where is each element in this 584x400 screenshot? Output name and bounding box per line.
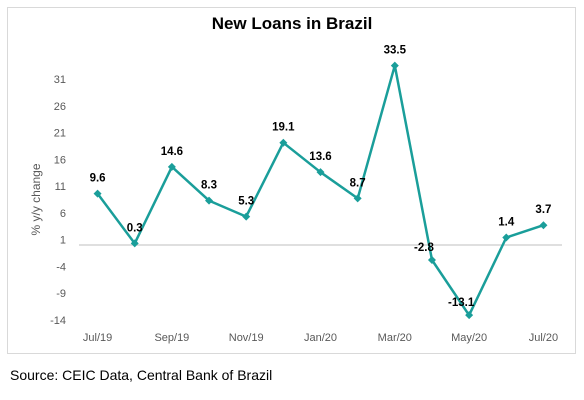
y-tick-label: 1 — [60, 235, 66, 247]
data-point — [502, 233, 511, 242]
series-line — [96, 64, 544, 317]
data-label: 9.6 — [90, 173, 106, 185]
data-label: -13.1 — [448, 297, 475, 309]
data-point — [242, 212, 251, 221]
y-tick-label: 16 — [54, 154, 66, 166]
data-label: 5.3 — [238, 196, 254, 208]
data-label: 14.6 — [161, 146, 183, 158]
x-tick-label: Sep/19 — [154, 332, 189, 344]
y-tick-label: -4 — [56, 261, 66, 273]
y-tick-label: 21 — [54, 128, 66, 140]
data-label: 8.3 — [201, 180, 217, 192]
data-label: 8.7 — [350, 177, 366, 189]
data-point — [130, 239, 139, 248]
x-tick-label: Jan/20 — [304, 332, 337, 344]
y-tick-label: 26 — [54, 101, 66, 113]
data-label: 0.3 — [127, 222, 143, 234]
data-point — [353, 194, 362, 203]
y-tick-label: 31 — [54, 74, 66, 86]
x-tick-label: Jul/19 — [83, 332, 112, 344]
y-tick-label: 11 — [55, 181, 66, 193]
data-point — [465, 311, 474, 320]
data-point — [279, 138, 288, 147]
x-tick-label: Nov/19 — [229, 332, 264, 344]
data-label: -2.8 — [414, 242, 434, 254]
data-label: 3.7 — [535, 204, 551, 216]
x-tick-label: Jul/20 — [529, 332, 558, 344]
y-tick-label: -14 — [50, 315, 66, 327]
y-tick-label: 6 — [60, 208, 66, 220]
chart-frame — [7, 7, 576, 354]
y-tick-label: -9 — [56, 288, 66, 300]
x-tick-label: Mar/20 — [378, 332, 412, 344]
x-tick-label: May/20 — [451, 332, 487, 344]
data-point — [93, 189, 102, 198]
data-label: 13.6 — [309, 151, 331, 163]
data-label: 33.5 — [384, 45, 407, 57]
data-label: 19.1 — [272, 122, 295, 134]
data-point — [539, 221, 548, 230]
data-label: 1.4 — [498, 217, 515, 229]
data-point — [427, 256, 436, 265]
data-point — [390, 61, 399, 70]
data-point — [205, 196, 214, 205]
source-note: Source: CEIC Data, Central Bank of Brazi… — [10, 367, 273, 383]
data-point — [316, 168, 325, 177]
y-axis-label: % y/y change — [29, 163, 43, 235]
chart-title: New Loans in Brazil — [211, 14, 373, 33]
data-point — [167, 162, 176, 171]
